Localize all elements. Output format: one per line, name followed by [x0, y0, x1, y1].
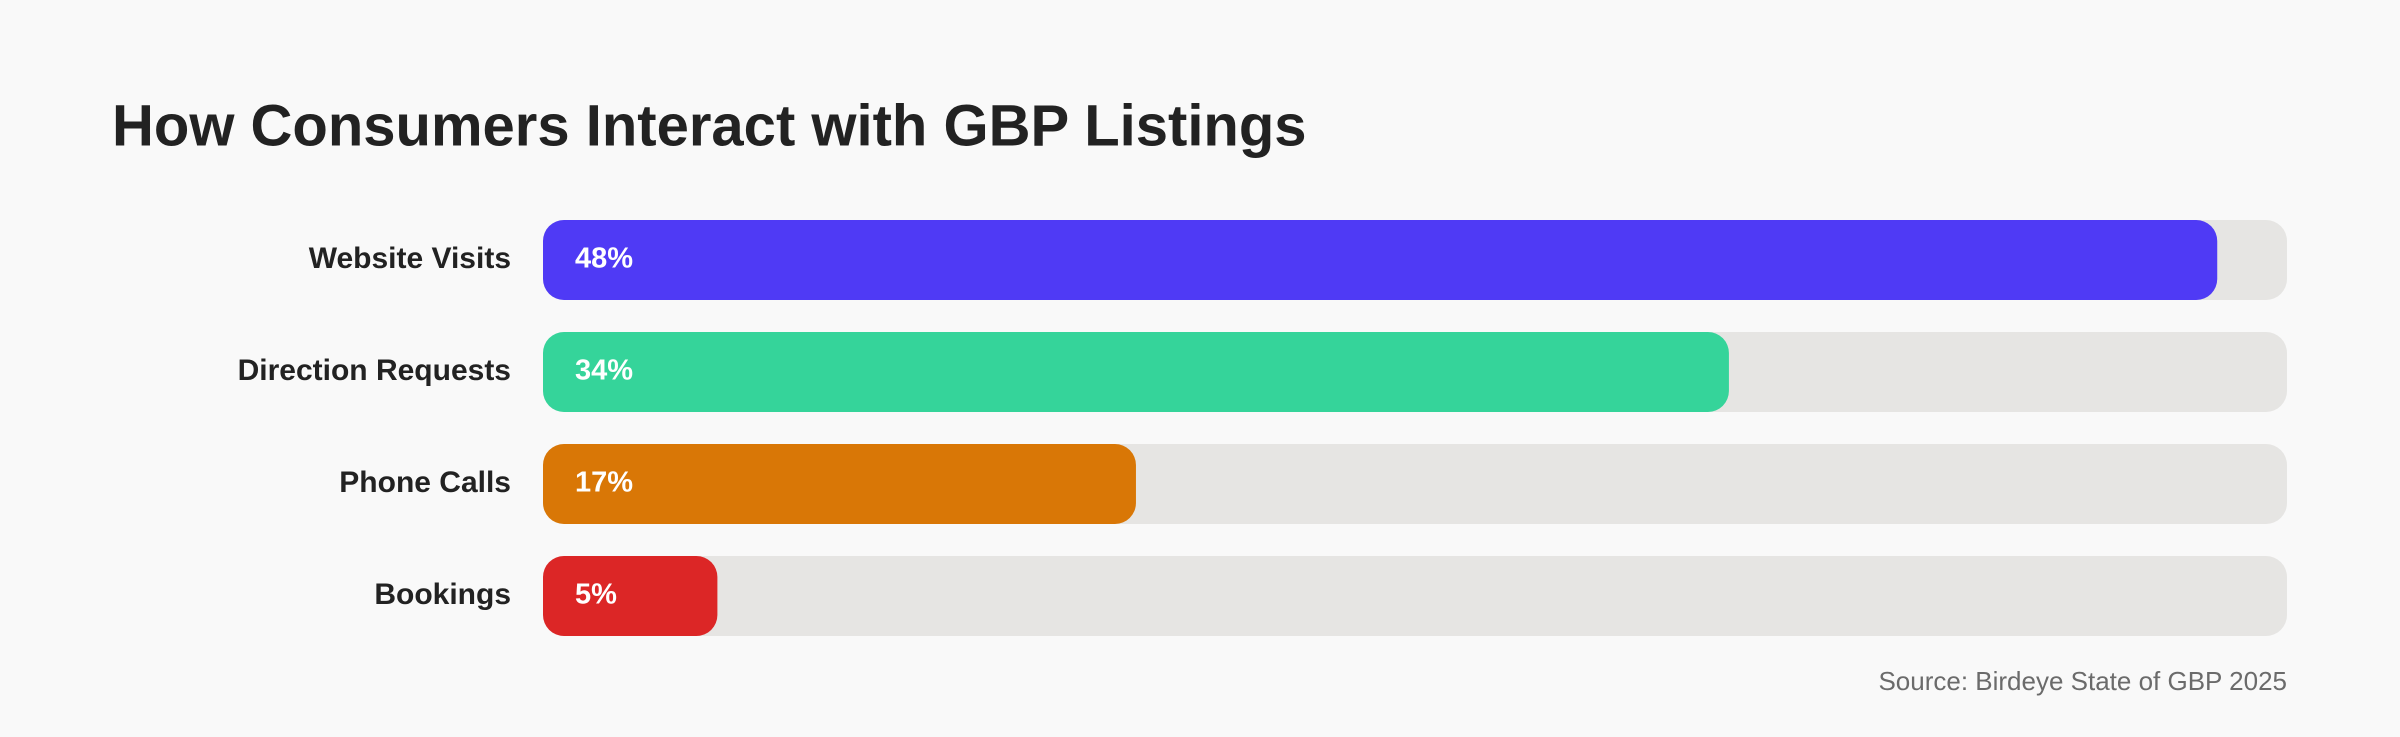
value-label: 17% — [575, 467, 633, 499]
bar-track — [543, 556, 2287, 636]
category-label: Direction Requests — [238, 354, 511, 387]
source-note: Source: Birdeye State of GBP 2025 — [1878, 666, 2287, 696]
bar — [543, 444, 1136, 524]
bar — [543, 332, 1729, 412]
category-label: Website Visits — [309, 242, 511, 275]
chart-title: How Consumers Interact with GBP Listings — [112, 93, 1307, 158]
category-label: Phone Calls — [339, 466, 511, 499]
bar — [543, 220, 2218, 300]
category-label: Bookings — [374, 578, 511, 611]
value-label: 34% — [575, 355, 633, 387]
value-label: 5% — [575, 579, 617, 611]
bar — [543, 556, 718, 636]
value-label: 48% — [575, 243, 633, 275]
